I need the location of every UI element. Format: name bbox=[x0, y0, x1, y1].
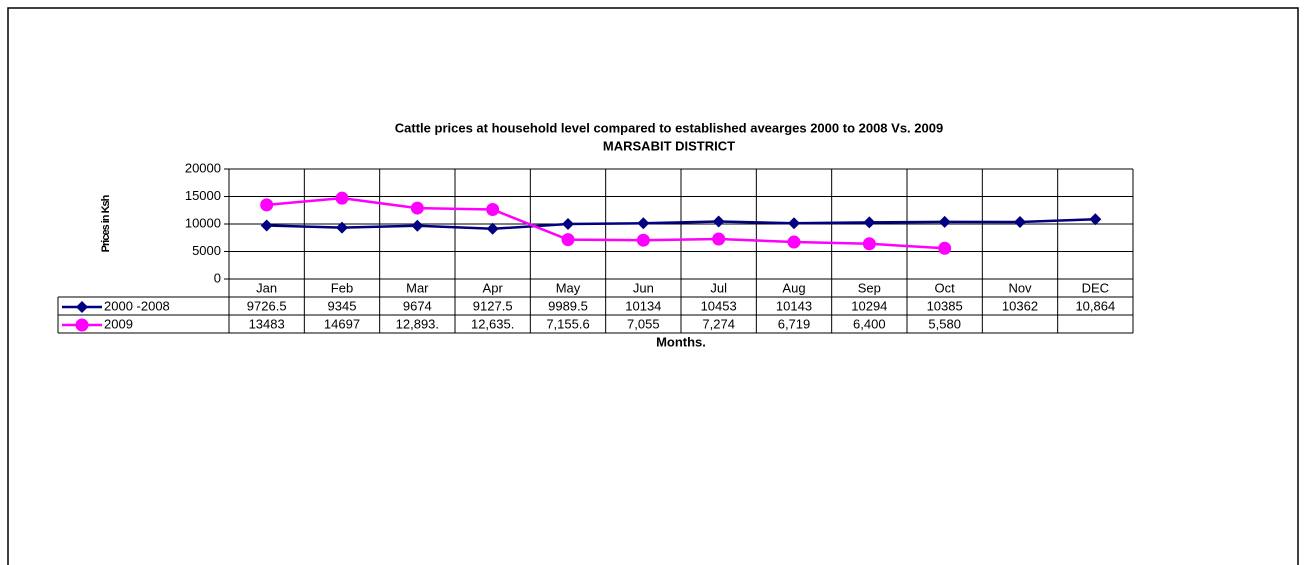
table-value: 10362 bbox=[1002, 298, 1038, 313]
table-value: 9726.5 bbox=[247, 298, 287, 313]
table-value: 7,155.6 bbox=[546, 316, 589, 331]
marker bbox=[75, 318, 89, 332]
table-value: 6,719 bbox=[778, 316, 811, 331]
marker bbox=[788, 217, 800, 230]
y-tick-label: 20000 bbox=[185, 160, 221, 175]
marker bbox=[76, 301, 88, 313]
chart-title: Cattle prices at household level compare… bbox=[395, 120, 943, 135]
y-tick-label: 5000 bbox=[192, 243, 221, 258]
marker bbox=[486, 203, 500, 217]
marker bbox=[787, 235, 801, 249]
x-tick-label: Oct bbox=[935, 280, 956, 295]
marker bbox=[411, 219, 424, 232]
table-value: 10385 bbox=[927, 298, 963, 313]
y-tick-label: 10000 bbox=[185, 215, 221, 230]
x-tick-label: Sep bbox=[858, 280, 881, 295]
frame bbox=[7, 7, 1299, 565]
marker bbox=[636, 233, 650, 247]
legend-label: 2009 bbox=[104, 316, 133, 331]
x-tick-label: Mar bbox=[406, 280, 429, 295]
chart-subtitle: MARSABIT DISTRICT bbox=[603, 138, 735, 153]
x-tick-label: Apr bbox=[483, 280, 504, 295]
table-value: 5,580 bbox=[928, 316, 961, 331]
marker bbox=[335, 191, 349, 205]
x-tick-label: Jun bbox=[633, 280, 654, 295]
table-value: 6,400 bbox=[853, 316, 886, 331]
marker bbox=[712, 215, 725, 228]
table-value: 9674 bbox=[403, 298, 432, 313]
table-value: 10134 bbox=[625, 298, 661, 313]
marker bbox=[410, 201, 424, 215]
legend-label: 2000 -2008 bbox=[104, 298, 170, 313]
y-tick-label: 15000 bbox=[185, 188, 221, 203]
table-value: 9345 bbox=[328, 298, 357, 313]
x-axis-label: Months. bbox=[656, 334, 706, 349]
marker bbox=[938, 241, 952, 255]
table-value: 7,274 bbox=[702, 316, 735, 331]
table-value: 10143 bbox=[776, 298, 812, 313]
table-value: 10294 bbox=[851, 298, 887, 313]
marker bbox=[336, 221, 348, 234]
table-value: 9127.5 bbox=[473, 298, 513, 313]
y-tick-label: 0 bbox=[214, 270, 221, 285]
table-value: 10,864 bbox=[1075, 298, 1115, 313]
marker bbox=[712, 232, 726, 246]
table-value: 9989.5 bbox=[548, 298, 588, 313]
x-tick-label: Aug bbox=[782, 280, 805, 295]
x-tick-label: Nov bbox=[1008, 280, 1032, 295]
table-value: 7,055 bbox=[627, 316, 660, 331]
series-line bbox=[266, 196, 945, 250]
x-tick-label: Feb bbox=[331, 280, 353, 295]
series-line bbox=[266, 217, 1096, 231]
marker bbox=[260, 219, 273, 232]
y-axis-label: Prices in Ksh bbox=[100, 194, 112, 252]
marker bbox=[1014, 216, 1026, 229]
marker bbox=[637, 217, 650, 230]
table-value: 12,635. bbox=[471, 316, 514, 331]
x-tick-label: May bbox=[556, 280, 581, 295]
table-value: 14697 bbox=[324, 316, 360, 331]
marker bbox=[260, 198, 274, 212]
marker bbox=[486, 222, 499, 235]
marker bbox=[863, 216, 876, 229]
marker bbox=[562, 218, 574, 231]
x-tick-label: DEC bbox=[1082, 280, 1109, 295]
marker bbox=[862, 237, 876, 251]
table-value: 12,893. bbox=[396, 316, 439, 331]
table-value: 13483 bbox=[249, 316, 285, 331]
table-value: 10453 bbox=[701, 298, 737, 313]
x-tick-label: Jul bbox=[710, 280, 727, 295]
marker bbox=[938, 215, 951, 228]
marker bbox=[561, 233, 575, 247]
marker bbox=[1089, 213, 1102, 226]
x-tick-label: Jan bbox=[256, 280, 277, 295]
